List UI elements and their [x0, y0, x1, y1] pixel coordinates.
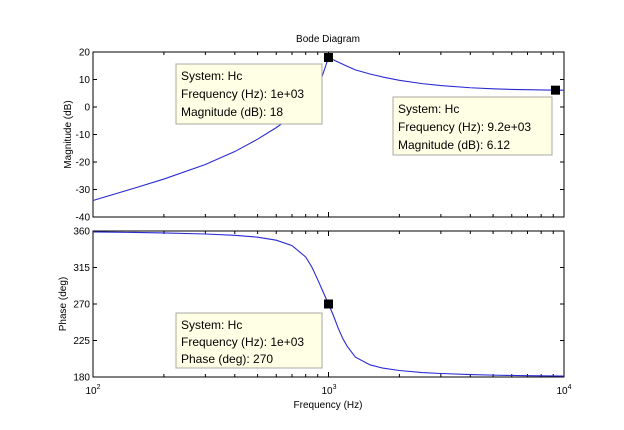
phase-y-ticks: 360 315 270 225 180 [73, 227, 564, 384]
datatip-line: Magnitude (dB): 18 [181, 105, 283, 119]
phase-curve [92, 231, 565, 377]
datatip-line: System: Hc [181, 318, 242, 332]
chart-title: Bode Diagram [296, 34, 360, 45]
datatips: System: Hc Frequency (Hz): 1e+03 Magnitu… [175, 63, 553, 369]
x-tick-label: 104 [556, 384, 571, 397]
y-tick-label: 0 [84, 103, 90, 114]
datatip-magnitude-end[interactable]: System: Hc Frequency (Hz): 9.2e+03 Magni… [392, 96, 553, 156]
y-tick-label: 20 [79, 48, 91, 59]
datatip-marker[interactable] [324, 53, 333, 62]
phase-y-axis-label: Phase (deg) [58, 277, 69, 331]
magnitude-curve [92, 56, 565, 202]
datatip-marker[interactable] [324, 299, 333, 309]
magnitude-panel: 20 10 0 -10 -20 -30 -40 Magnitude (dB) [63, 48, 565, 224]
datatip-line: Magnitude (dB): 6.12 [398, 138, 510, 152]
datatip-box [175, 312, 323, 369]
x-axis-label: Frequency (Hz) [294, 400, 363, 411]
y-tick-label: -40 [76, 213, 91, 224]
y-tick-label: 315 [73, 263, 90, 274]
datatip-box [392, 96, 553, 156]
y-tick-label: 360 [73, 227, 90, 238]
y-tick-label: 10 [79, 75, 91, 86]
datatip-line: System: Hc [181, 69, 242, 83]
datatip-line: Frequency (Hz): 1e+03 [181, 87, 304, 101]
datatip-line: Phase (deg): 270 [181, 352, 273, 366]
y-tick-label: -10 [76, 130, 91, 141]
phase-panel: 360 315 270 225 180 Phase (deg) [58, 227, 565, 384]
x-tick-label: 102 [85, 384, 100, 397]
datatip-magnitude-peak[interactable]: System: Hc Frequency (Hz): 1e+03 Magnitu… [175, 63, 323, 125]
magnitude-y-axis-label: Magnitude (dB) [63, 100, 74, 168]
datatip-line: System: Hc [398, 102, 459, 116]
datatip-line: Frequency (Hz): 1e+03 [181, 335, 304, 349]
phase-x-ticks [92, 231, 565, 377]
y-tick-label: 270 [73, 300, 90, 311]
datatip-markers [324, 53, 560, 309]
x-tick-label: 103 [321, 384, 336, 397]
x-tick-labels: 102 103 104 [85, 384, 571, 397]
datatip-phase-center[interactable]: System: Hc Frequency (Hz): 1e+03 Phase (… [175, 312, 323, 369]
y-tick-label: -20 [76, 158, 91, 169]
magnitude-x-ticks [92, 52, 565, 217]
datatip-marker[interactable] [550, 85, 560, 95]
y-tick-label: -30 [76, 185, 91, 196]
y-tick-label: 180 [73, 373, 90, 384]
magnitude-y-ticks: 20 10 0 -10 -20 -30 -40 [76, 48, 564, 224]
y-tick-label: 225 [73, 336, 90, 347]
datatip-box [175, 63, 323, 125]
datatip-line: Frequency (Hz): 9.2e+03 [398, 120, 531, 134]
